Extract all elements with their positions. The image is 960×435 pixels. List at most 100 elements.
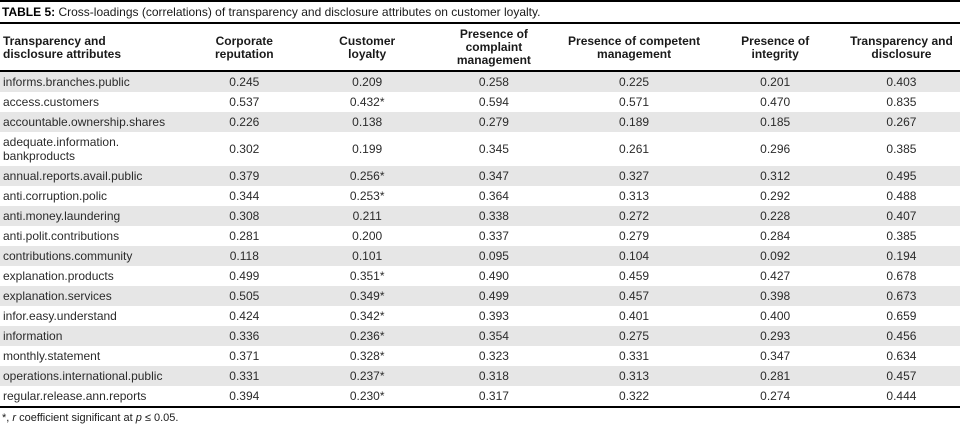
- table-title: TABLE 5: Cross-loadings (correlations) o…: [0, 0, 960, 24]
- value-cell: 0.537: [229, 95, 260, 109]
- value-cell: 0.459: [619, 269, 650, 283]
- value-cell: 0.488: [886, 189, 917, 203]
- value-cell: 0.470: [760, 95, 791, 109]
- value-cell: 0.401: [619, 309, 650, 323]
- value-cell: 0.364: [478, 189, 509, 203]
- col-header-corporate-reputation: Corporate reputation: [181, 24, 308, 72]
- value-cell: 0.101: [352, 249, 383, 263]
- value-cell: 0.328*: [349, 349, 385, 363]
- table-row: accountable.ownership.shares 0.226 0.138 0.…: [0, 112, 960, 132]
- table-number: TABLE 5:: [2, 5, 56, 19]
- col-header-line: Transparency and: [3, 33, 106, 48]
- value-cell: 0.594: [478, 95, 509, 109]
- value-cell: 0.200: [352, 229, 383, 243]
- value-cell: 0.432*: [349, 95, 385, 109]
- value-cell: 0.308: [229, 209, 260, 223]
- value-cell: 0.253*: [349, 189, 385, 203]
- col-header-attributes: Transparency and disclosure attributes: [0, 24, 182, 72]
- value-cell: 0.444: [842, 386, 960, 408]
- attribute-cell: regular.release.ann.reports: [0, 386, 182, 408]
- attribute-cell: adequate.information.​bankproducts: [3, 135, 120, 163]
- value-cell: 0.118: [229, 249, 259, 263]
- value-cell: 0.275: [619, 329, 650, 343]
- value-cell: 0.393: [478, 309, 509, 323]
- attribute-cell: anti.money.laundering: [3, 209, 121, 223]
- value-cell: 0.354: [478, 329, 509, 343]
- value-cell: 0.281: [229, 229, 260, 243]
- col-header-line: management: [597, 46, 672, 61]
- value-cell: 0.338: [478, 209, 509, 223]
- value-cell: 0.659: [886, 309, 917, 323]
- value-cell: 0.505: [229, 289, 260, 303]
- table-row: monthly.statement 0.371 0.328* 0.323 0.331 0.…: [0, 346, 960, 366]
- col-header-line: Presence of: [741, 33, 810, 48]
- value-cell: 0.331: [619, 349, 650, 363]
- value-cell: 0.189: [619, 115, 650, 129]
- table-row: access.customers 0.537 0.432* 0.594 0.571 0.4…: [0, 92, 960, 112]
- col-header-line: Customer: [339, 33, 396, 48]
- value-cell: 0.323: [478, 349, 509, 363]
- attribute-cell: operations.international.public: [3, 369, 163, 383]
- value-cell: 0.313: [619, 189, 650, 203]
- table-caption: Cross-loadings (correlations) of transpa…: [58, 5, 541, 19]
- value-cell: 0.261: [619, 142, 650, 156]
- attribute-cell: explanation.services: [3, 289, 112, 303]
- value-cell: 0.279: [478, 115, 509, 129]
- value-cell: 0.345: [478, 142, 509, 156]
- value-cell: 0.225: [619, 75, 650, 89]
- table-row: anti.polit.contributions 0.281 0.200 0.337 0…: [0, 226, 960, 246]
- col-header-transparency-disclosure: Transparency and disclosure: [842, 24, 960, 72]
- value-cell: 0.678: [886, 269, 917, 283]
- value-cell: 0.313: [619, 369, 650, 383]
- value-cell: 0.344: [229, 189, 260, 203]
- attribute-cell: contributions.community: [3, 249, 133, 263]
- value-cell: 0.312: [760, 169, 791, 183]
- value-cell: 0.407: [886, 209, 917, 223]
- cross-loadings-table: Transparency and disclosure attributes Co…: [0, 24, 960, 408]
- value-cell: 0.427: [760, 269, 791, 283]
- footnote-star: *,: [2, 412, 13, 424]
- col-header-line: management: [456, 53, 531, 67]
- table-row: anti.money.laundering 0.308 0.211 0.338 0.27…: [0, 206, 960, 226]
- value-cell: 0.256*: [349, 169, 385, 183]
- value-cell: 0.347: [478, 169, 509, 183]
- value-cell: 0.258: [478, 75, 509, 89]
- value-cell: 0.211: [352, 209, 382, 223]
- table-body: informs.branches.public 0.245 0.209 0.258 0.…: [0, 71, 960, 408]
- attribute-cell: monthly.statement: [3, 349, 101, 363]
- value-cell: 0.281: [760, 369, 791, 383]
- col-header-line: disclosure attributes: [3, 46, 122, 61]
- value-cell: 0.284: [760, 229, 791, 243]
- value-cell: 0.274: [707, 386, 843, 408]
- col-header-line: loyalty: [348, 46, 387, 61]
- value-cell: 0.385: [886, 142, 917, 156]
- col-header-line: Presence of complaint: [459, 27, 528, 54]
- col-header-competent-management: Presence of competent management: [560, 24, 708, 72]
- value-cell: 0.337: [478, 229, 509, 243]
- attribute-cell: accountable.ownership.shares: [3, 115, 166, 129]
- table-row: annual.reports.avail.public 0.379 0.256* 0.…: [0, 166, 960, 186]
- value-cell: 0.092: [760, 249, 791, 263]
- value-cell: 0.185: [760, 115, 791, 129]
- footnote-r-symbol: r: [12, 412, 17, 424]
- attribute-cell: explanation.products: [3, 269, 114, 283]
- value-cell: 0.226: [229, 115, 260, 129]
- attribute-cell: informs.branches.public: [3, 75, 130, 89]
- value-cell: 0.302: [229, 142, 260, 156]
- value-cell: 0.424: [229, 309, 260, 323]
- value-cell: 0.228: [760, 209, 791, 223]
- col-header-complaint-management: Presence of complaint management: [427, 24, 561, 72]
- value-cell: 0.272: [619, 209, 650, 223]
- value-cell: 0.371: [229, 349, 260, 363]
- value-cell: 0.267: [886, 115, 917, 129]
- table-row: information 0.336 0.236* 0.354 0.275 0.293 0.4…: [0, 326, 960, 346]
- value-cell: 0.499: [478, 289, 509, 303]
- col-header-line: disclosure: [871, 46, 932, 61]
- value-cell: 0.194: [886, 249, 917, 263]
- table-row: anti.corruption.polic 0.344 0.253* 0.364 0.3…: [0, 186, 960, 206]
- value-cell: 0.571: [619, 95, 650, 109]
- value-cell: 0.318: [478, 369, 509, 383]
- footnote-condition: ≤ 0.05.: [141, 412, 179, 424]
- col-header-line: Corporate: [215, 33, 273, 48]
